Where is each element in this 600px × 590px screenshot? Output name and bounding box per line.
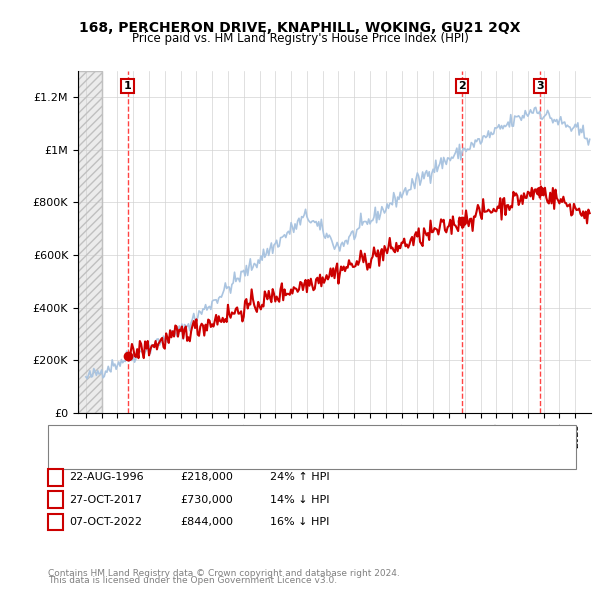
Text: 2: 2 — [52, 495, 59, 504]
Bar — [78, 71, 101, 413]
Text: Contains HM Land Registry data © Crown copyright and database right 2024.: Contains HM Land Registry data © Crown c… — [48, 569, 400, 578]
Text: Price paid vs. HM Land Registry's House Price Index (HPI): Price paid vs. HM Land Registry's House … — [131, 32, 469, 45]
Text: £844,000: £844,000 — [180, 517, 233, 527]
Text: ────: ──── — [60, 444, 90, 457]
Text: £730,000: £730,000 — [180, 495, 233, 504]
Text: 14% ↓ HPI: 14% ↓ HPI — [270, 495, 329, 504]
Text: 07-OCT-2022: 07-OCT-2022 — [69, 517, 142, 527]
Text: 16% ↓ HPI: 16% ↓ HPI — [270, 517, 329, 527]
Text: 27-OCT-2017: 27-OCT-2017 — [69, 495, 142, 504]
Text: ────: ──── — [60, 427, 90, 440]
Text: 168, PERCHERON DRIVE, KNAPHILL, WOKING, GU21 2QX (detached house): 168, PERCHERON DRIVE, KNAPHILL, WOKING, … — [99, 429, 488, 438]
Text: 1: 1 — [124, 81, 131, 91]
Text: 3: 3 — [52, 517, 59, 527]
Text: This data is licensed under the Open Government Licence v3.0.: This data is licensed under the Open Gov… — [48, 576, 337, 585]
Text: £218,000: £218,000 — [180, 473, 233, 482]
Text: 2: 2 — [458, 81, 466, 91]
Text: HPI: Average price, detached house, Woking: HPI: Average price, detached house, Woki… — [99, 445, 330, 455]
Text: 168, PERCHERON DRIVE, KNAPHILL, WOKING, GU21 2QX: 168, PERCHERON DRIVE, KNAPHILL, WOKING, … — [79, 21, 521, 35]
Text: 3: 3 — [536, 81, 544, 91]
Text: 1: 1 — [52, 473, 59, 482]
Text: 22-AUG-1996: 22-AUG-1996 — [69, 473, 143, 482]
Text: 24% ↑ HPI: 24% ↑ HPI — [270, 473, 329, 482]
Bar — [78, 71, 101, 413]
